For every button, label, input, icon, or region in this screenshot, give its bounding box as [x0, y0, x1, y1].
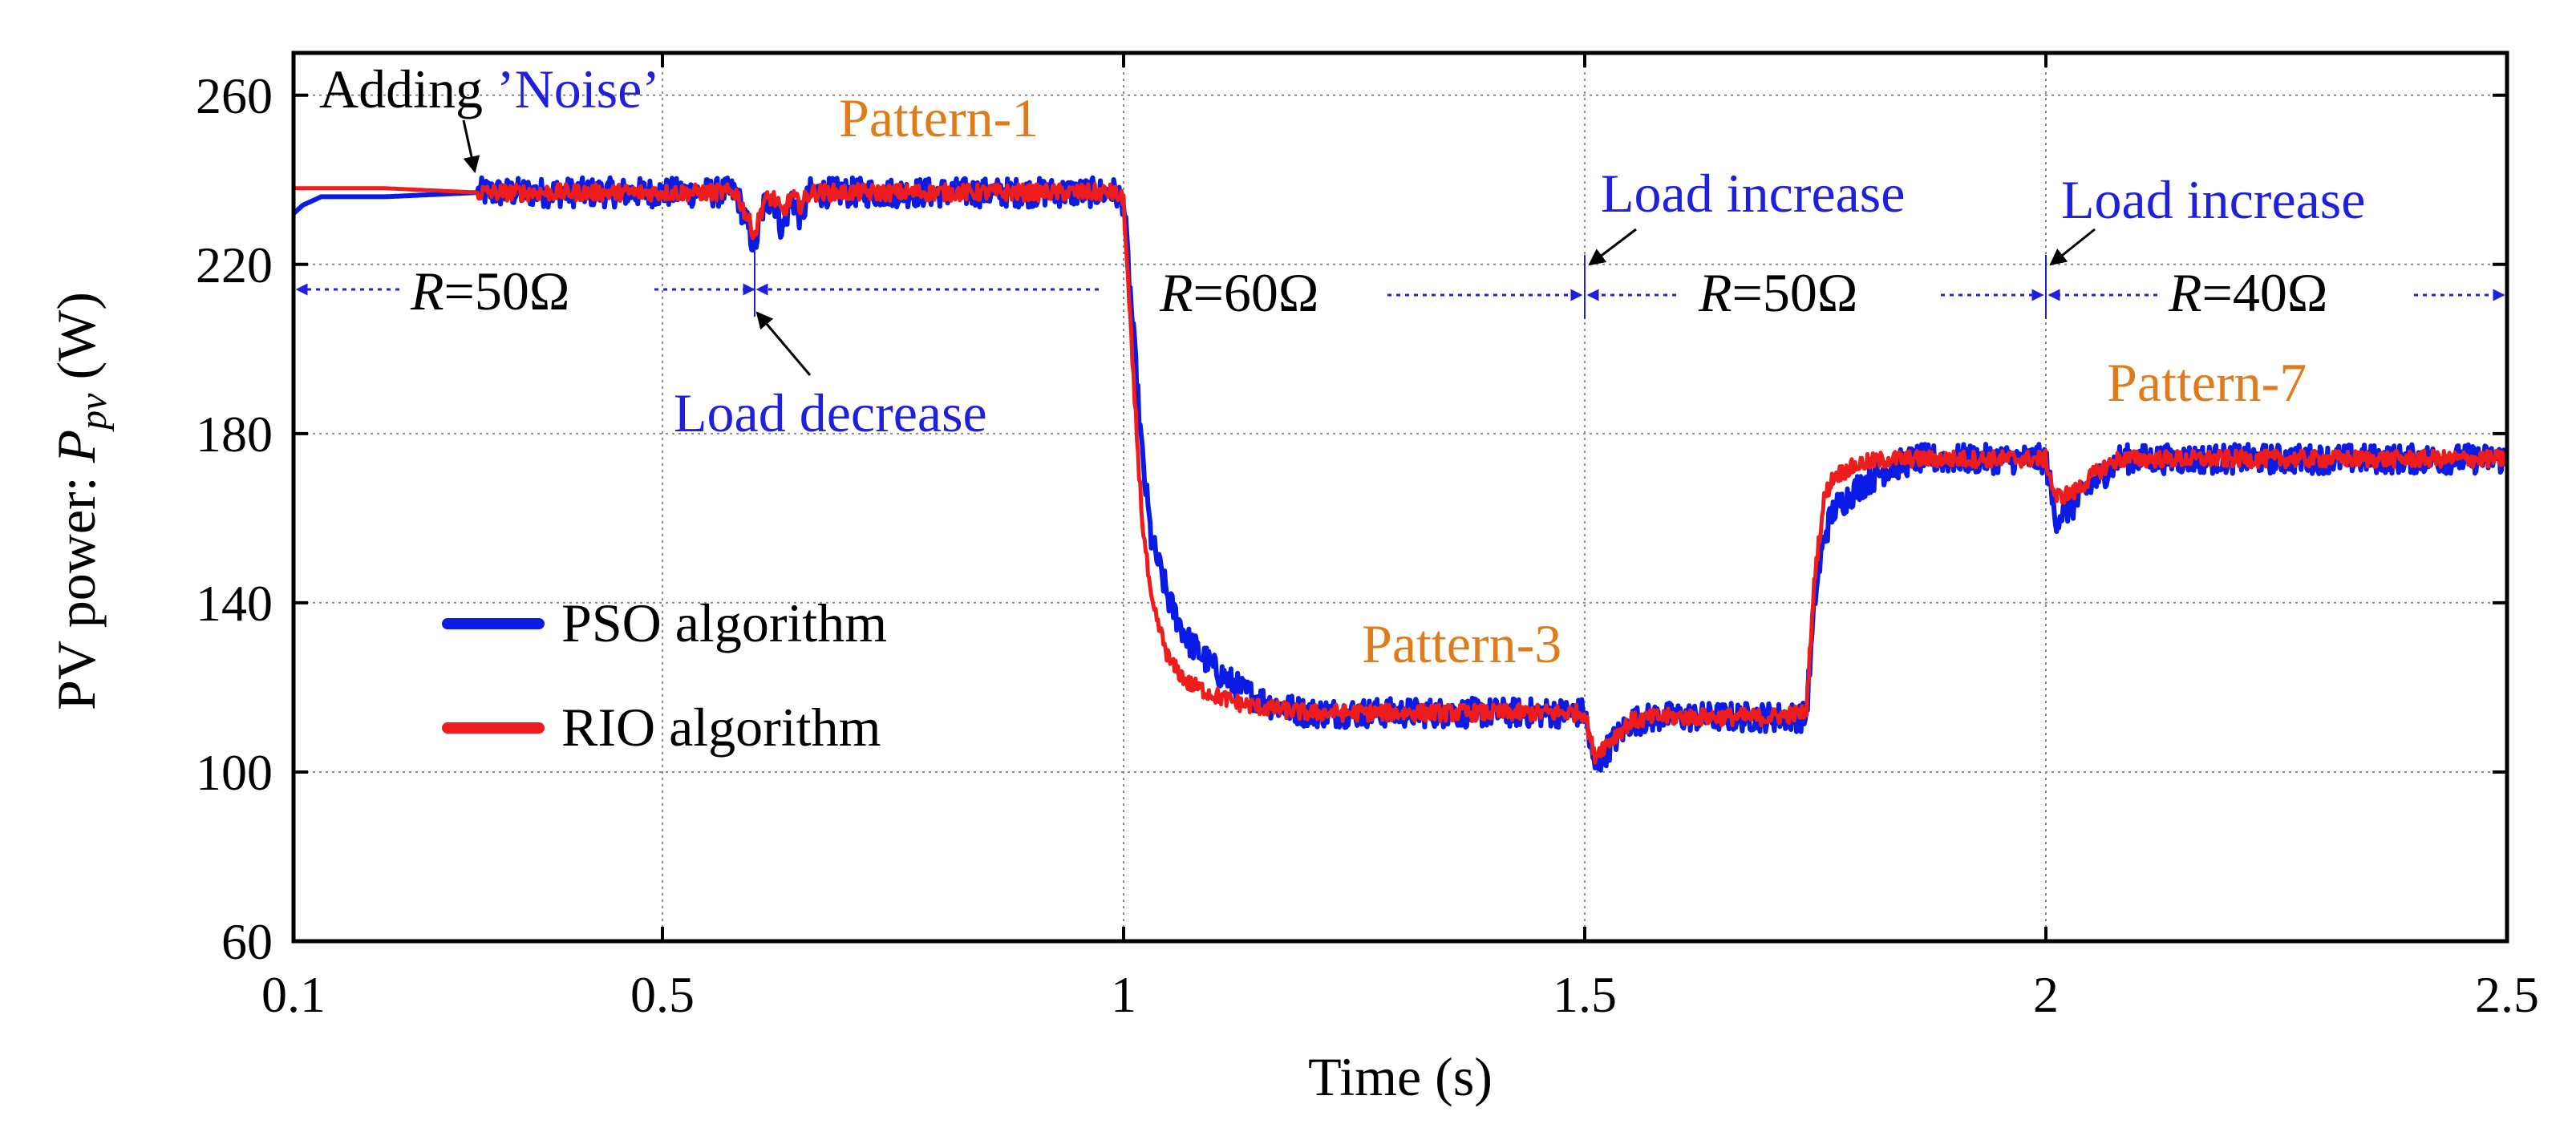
y-tick-label: 60: [221, 913, 273, 970]
y-axis-title: PV power: Ppv (W): [46, 292, 115, 710]
y-tick-label: 220: [196, 237, 273, 293]
annotation-noise: ’Noise’: [496, 59, 660, 119]
x-tick-labels: 0.1 0.5 1 1.5 2 2.5: [261, 966, 2539, 1023]
series-line-pso: [291, 175, 2509, 773]
x-axis-title: Time (s): [1308, 1046, 1493, 1107]
resistance-intervals: [295, 283, 2505, 301]
y-axis-title-prefix: PV power:: [46, 463, 107, 710]
y-tick-label: 100: [196, 744, 273, 801]
legend-label-pso: PSO algorithm: [561, 592, 887, 653]
x-tick-label: 2: [2033, 966, 2059, 1023]
x-tick-label: 2.5: [2475, 966, 2539, 1023]
annotation-load-increase-2: Load increase: [2061, 169, 2365, 230]
annotation-load-decrease: Load decrease: [674, 382, 987, 443]
annotation-r2: R=60Ω: [1159, 262, 1318, 323]
annotation-r2-value: =60Ω: [1193, 262, 1319, 323]
arrow-load-increase-1: [1588, 228, 1637, 266]
x-tick-label: 0.5: [630, 966, 695, 1023]
event-markers: [754, 249, 2047, 319]
annotation-pattern-7: Pattern-7: [2107, 352, 2307, 413]
annotation-r4: R=40Ω: [2168, 262, 2327, 323]
arrow-adding-noise: [462, 119, 480, 174]
annotation-r1-value: =50Ω: [444, 261, 570, 321]
tick-marks: [292, 53, 2509, 943]
x-tick-label: 1: [1111, 966, 1136, 1023]
y-tick-labels: 60 100 140 180 220 260: [196, 67, 273, 970]
y-axis-title-unit: (W): [46, 292, 107, 393]
annotation-adding: Adding: [319, 59, 496, 119]
annotations: Adding ’Noise’ Pattern-1 Pattern-3 Patte…: [319, 59, 2365, 674]
x-tick-label: 0.1: [261, 966, 326, 1023]
annotation-r4-value: =40Ω: [2202, 262, 2328, 323]
annotation-r4-var: R: [2168, 262, 2202, 323]
annotation-r2-var: R: [1159, 262, 1193, 323]
annotation-load-increase-1: Load increase: [1601, 163, 1905, 224]
pointer-arrows: [462, 119, 2096, 376]
annotation-adding-noise: Adding ’Noise’: [319, 59, 660, 119]
annotation-r3: R=50Ω: [1698, 262, 1857, 323]
series-lines: [291, 175, 2509, 773]
y-tick-label: 140: [196, 575, 273, 632]
plot-frame: [291, 51, 2509, 944]
annotation-r1-var: R: [410, 261, 444, 321]
annotation-r3-value: =50Ω: [1732, 262, 1858, 323]
y-tick-label: 180: [196, 406, 273, 463]
series-line-rio: [292, 182, 2509, 765]
arrow-load-decrease: [755, 311, 812, 376]
arrow-load-increase-2: [2049, 228, 2096, 266]
annotation-r3-var: R: [1698, 262, 1732, 323]
legend: PSO algorithm RIO algorithm: [442, 592, 887, 758]
y-tick-label: 260: [196, 67, 273, 124]
y-axis-title-var: P: [46, 430, 107, 464]
legend-label-rio: RIO algorithm: [561, 697, 881, 758]
x-tick-label: 1.5: [1553, 966, 1617, 1023]
annotation-r1: R=50Ω: [410, 261, 569, 321]
annotation-pattern-1: Pattern-1: [839, 87, 1039, 148]
y-axis-title-sub: pv: [72, 393, 115, 432]
annotation-pattern-3: Pattern-3: [1362, 613, 1561, 674]
